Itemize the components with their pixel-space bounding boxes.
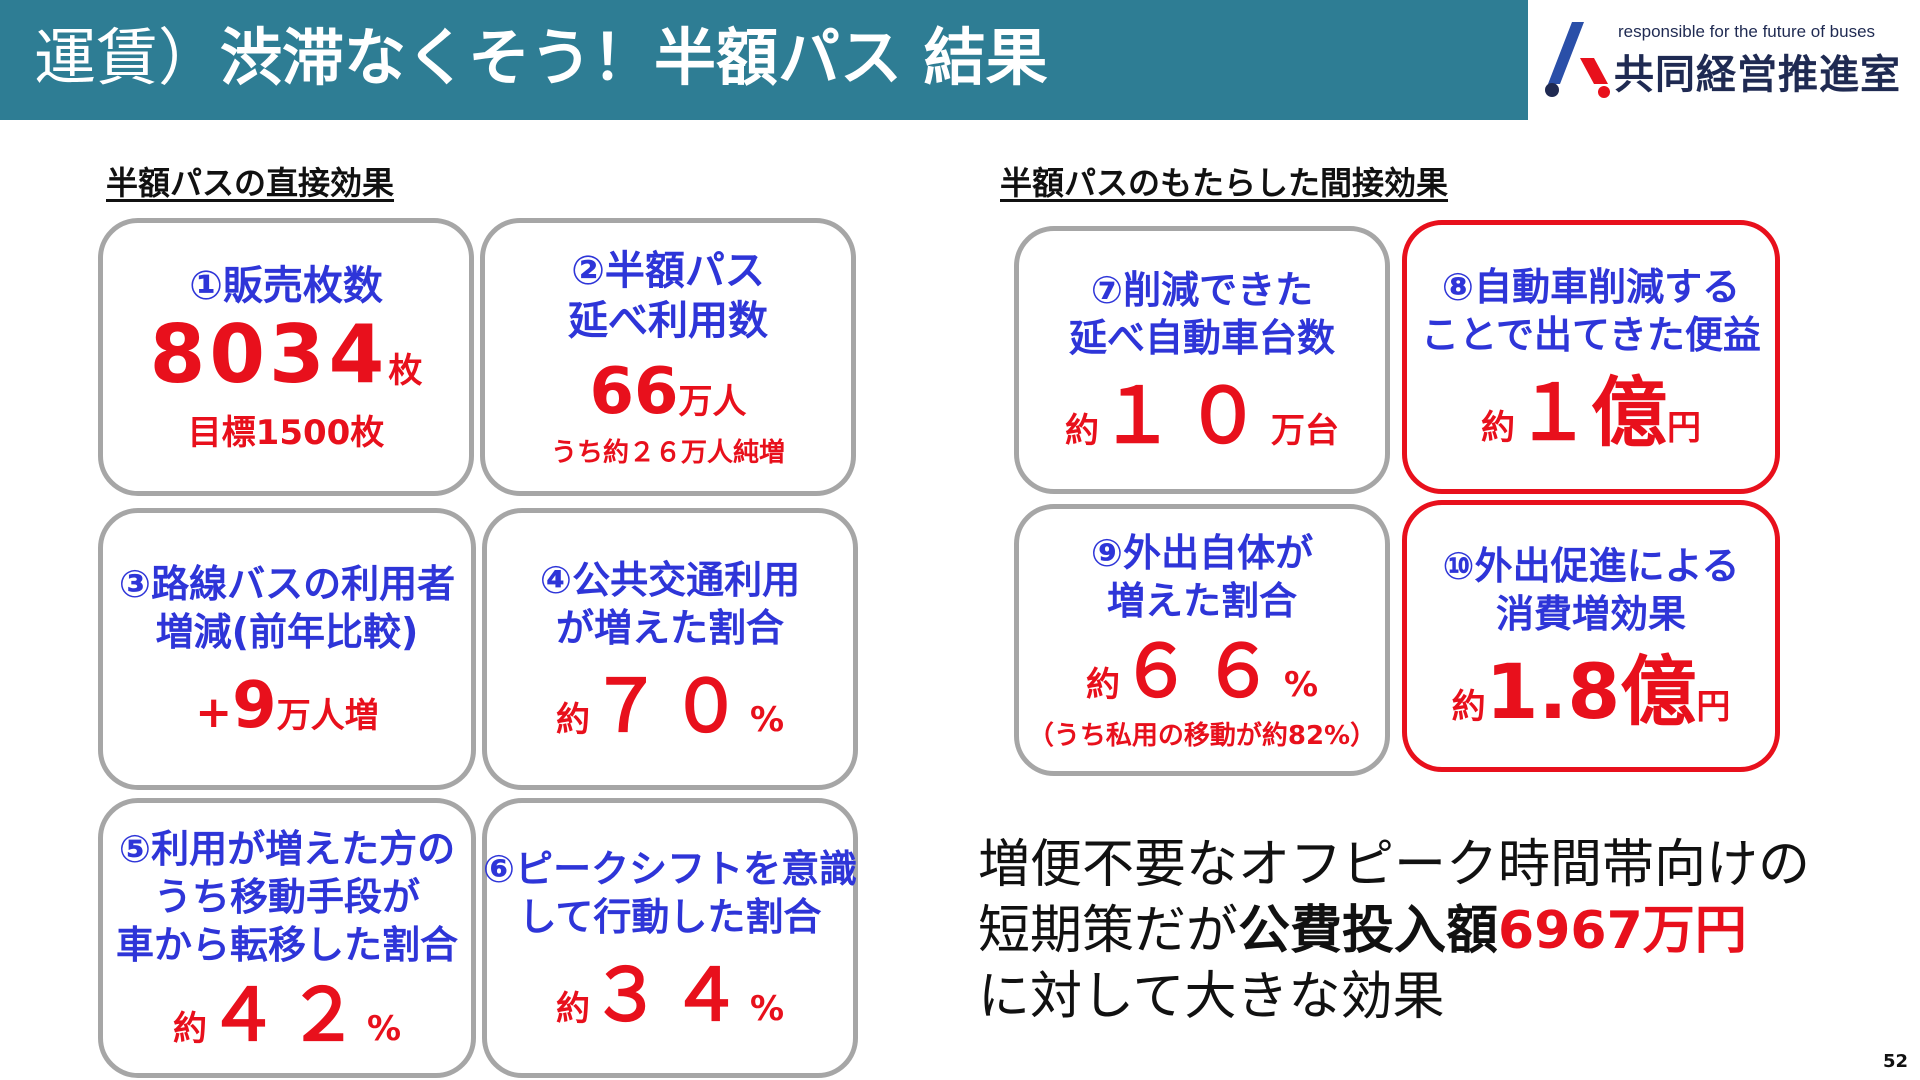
summary-public-cost-value: 6967万円 bbox=[1498, 901, 1747, 961]
card-unit: 万人増 bbox=[276, 696, 379, 736]
logo-tagline: responsible for the future of buses bbox=[1618, 22, 1876, 41]
card-prefix: 約 bbox=[1451, 687, 1486, 727]
card-label-2: 延べ自動車台数 bbox=[1068, 316, 1335, 360]
card-label-3: 車から転移した割合 bbox=[115, 923, 458, 967]
card-label-2: 消費増効果 bbox=[1495, 592, 1686, 636]
card-unit: % bbox=[749, 989, 785, 1029]
card-prefix: 約 bbox=[1481, 408, 1515, 448]
card-value: １０ bbox=[1099, 371, 1271, 460]
card-label-2: が増えた割合 bbox=[555, 606, 784, 650]
summary-public-cost-label: 公費投入額 bbox=[1238, 901, 1499, 961]
card-label-2: 増減(前年比較) bbox=[155, 610, 419, 654]
card-label-2: うち移動手段が bbox=[153, 875, 420, 919]
card-label-2: して行動した割合 bbox=[518, 895, 822, 939]
card-label-1: ④公共交通利用 bbox=[539, 558, 801, 602]
card-unit: 万台 bbox=[1271, 411, 1339, 451]
card-label-1: ⑤利用が増えた方の bbox=[118, 827, 456, 871]
summary-line-1: 増便不要なオフピーク時間帯向けの bbox=[978, 835, 1811, 895]
card-unit: 円 bbox=[1696, 687, 1731, 727]
card-outing-increase: ⑨外出自体が 増えた割合 約６６% （うち私用の移動が約82%） bbox=[1014, 504, 1390, 776]
card-label-1: ③路線バスの利用者 bbox=[118, 562, 456, 606]
summary-line-2: 短期策だが公費投入額6967万円 bbox=[978, 898, 1908, 964]
card-prefix: 約 bbox=[555, 989, 590, 1029]
card-unit: 円 bbox=[1667, 408, 1701, 448]
summary-line-3: に対して大きな効果 bbox=[978, 967, 1445, 1027]
card-sub: （うち私用の移動が約82%） bbox=[1027, 720, 1377, 751]
card-prefix: 約 bbox=[1085, 664, 1120, 705]
title-prefix: 運賃） bbox=[34, 21, 221, 94]
title-main: 渋滞なくそう！半額パス 結果 bbox=[220, 21, 1048, 94]
card-prefix: + bbox=[195, 687, 233, 738]
card-value: ６６ bbox=[1119, 628, 1284, 713]
card-car-reduction-benefit: ⑧自動車削減する ことで出てきた便益 約１億円 bbox=[1402, 220, 1780, 494]
card-value-line: 約１億円 bbox=[1481, 375, 1701, 451]
card-value: 1.8億 bbox=[1485, 647, 1697, 736]
card-label: ①販売枚数 bbox=[189, 262, 383, 309]
card-value-line: 66万人 bbox=[589, 360, 746, 424]
card-sales-count: ①販売枚数 8034枚 目標1500枚 bbox=[98, 218, 474, 496]
card-label-2: 増えた割合 bbox=[1106, 578, 1297, 623]
card-unit: % bbox=[1283, 664, 1319, 705]
card-value-line: +9万人増 bbox=[195, 674, 378, 738]
card-car-reduction: ⑦削減できた 延べ自動車台数 約１０万台 bbox=[1014, 226, 1390, 494]
card-bus-users-change: ③路線バスの利用者 増減(前年比較) +9万人増 bbox=[98, 508, 476, 790]
card-label-1: ⑧自動車削減する bbox=[1441, 265, 1741, 309]
card-label-1: ②半額パス bbox=[571, 247, 765, 294]
card-value-line: 約４２% bbox=[173, 979, 401, 1051]
card-unit: 枚 bbox=[388, 350, 423, 391]
card-public-transit-increase: ④公共交通利用 が増えた割合 約７０% bbox=[482, 508, 858, 790]
card-prefix: 約 bbox=[555, 700, 590, 740]
summary-text: 増便不要なオフピーク時間帯向けの 短期策だが公費投入額6967万円 に対して大き… bbox=[978, 832, 1908, 1030]
card-value-line: 8034枚 bbox=[150, 314, 423, 395]
card-peak-shift: ⑥ピークシフトを意識 して行動した割合 約３４% bbox=[482, 798, 858, 1078]
card-unit: % bbox=[749, 700, 785, 740]
page-number: 52 bbox=[1882, 1051, 1908, 1072]
card-label-2: 延べ利用数 bbox=[568, 297, 768, 344]
card-prefix: 約 bbox=[172, 1009, 207, 1049]
card-value: １億 bbox=[1515, 368, 1667, 457]
card-value: 8034 bbox=[149, 307, 389, 401]
card-label-1: ⑩外出促進による bbox=[1442, 544, 1740, 588]
card-label-1: ⑨外出自体が bbox=[1090, 530, 1314, 575]
title-bar: 運賃）渋滞なくそう！半額パス 結果 bbox=[0, 0, 1528, 120]
card-value-line: 約１０万台 bbox=[1065, 378, 1339, 454]
card-value: 9 bbox=[232, 669, 277, 743]
card-sub: うち約２６万人純増 bbox=[550, 437, 785, 468]
card-prefix: 約 bbox=[1065, 411, 1099, 451]
slide-title: 運賃）渋滞なくそう！半額パス 結果 bbox=[34, 18, 1048, 98]
card-unit: % bbox=[366, 1009, 402, 1049]
card-value: ７０ bbox=[589, 664, 750, 748]
card-value: ３４ bbox=[589, 953, 750, 1037]
card-value-line: 約７０% bbox=[556, 670, 784, 742]
card-label-1: ⑥ピークシフトを意識 bbox=[482, 847, 858, 891]
card-sub: 目標1500枚 bbox=[187, 412, 385, 453]
card-car-shift: ⑤利用が増えた方の うち移動手段が 車から転移した割合 約４２% bbox=[98, 798, 476, 1078]
card-value: 66 bbox=[589, 354, 679, 429]
card-usage-count: ②半額パス 延べ利用数 66万人 うち約２６万人純増 bbox=[480, 218, 856, 496]
logo-mark-icon bbox=[1545, 22, 1610, 98]
direct-effects-heading: 半額パスの直接効果 bbox=[106, 164, 395, 202]
indirect-effects-heading: 半額パスのもたらした間接効果 bbox=[1000, 164, 1449, 202]
card-consumption-effect: ⑩外出促進による 消費増効果 約1.8億円 bbox=[1402, 500, 1780, 772]
logo-name: 共同経営推進室 bbox=[1614, 52, 1901, 98]
card-label-2: ことで出てきた便益 bbox=[1421, 313, 1761, 357]
card-value-line: 約３４% bbox=[556, 959, 784, 1031]
organization-logo: responsible for the future of buses 共同経営… bbox=[1540, 14, 1920, 106]
card-label-1: ⑦削減できた bbox=[1090, 268, 1314, 312]
card-value-line: 約1.8億円 bbox=[1452, 654, 1731, 730]
card-value-line: 約６６% bbox=[1086, 635, 1318, 707]
card-unit: 万人 bbox=[678, 381, 747, 422]
summary-line-2-prefix: 短期策だが bbox=[978, 901, 1239, 961]
card-value: ４２ bbox=[206, 973, 367, 1057]
